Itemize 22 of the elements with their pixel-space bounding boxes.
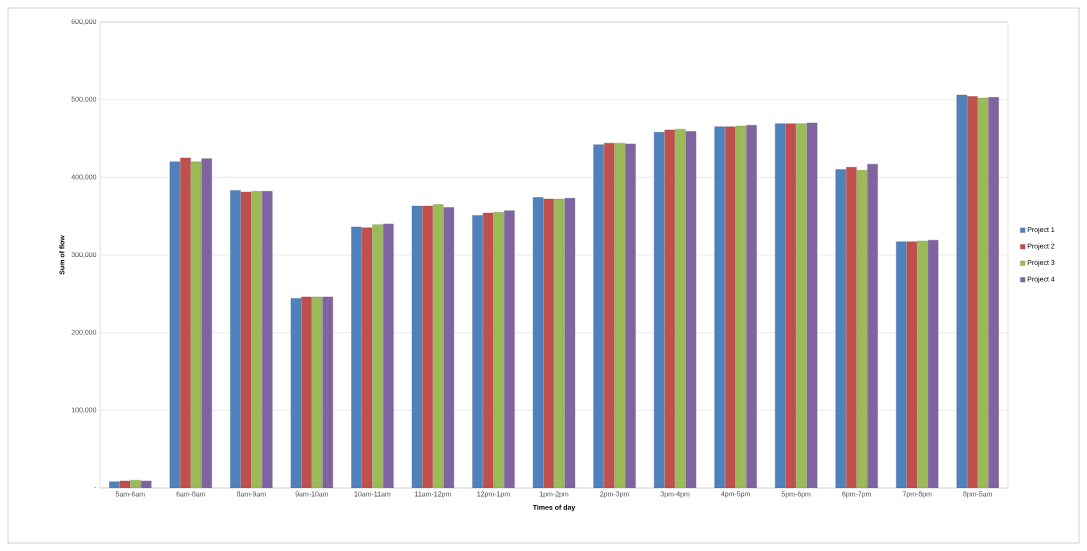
bar <box>443 207 455 488</box>
bar <box>675 128 686 488</box>
bar <box>775 123 786 488</box>
bar <box>372 224 383 488</box>
bar <box>593 144 604 488</box>
bar <box>746 125 757 488</box>
bar <box>785 123 797 488</box>
bar <box>725 126 736 488</box>
bar <box>614 142 626 488</box>
bar <box>230 190 241 488</box>
bar <box>835 169 846 488</box>
bar <box>504 210 515 488</box>
bar <box>896 241 907 488</box>
bar <box>433 204 444 488</box>
bar <box>796 123 807 488</box>
bar <box>967 96 978 488</box>
bar <box>653 132 665 488</box>
bar <box>956 94 968 488</box>
bar <box>201 158 212 488</box>
bar <box>604 142 615 488</box>
bar <box>988 97 999 488</box>
bar <box>714 126 725 488</box>
